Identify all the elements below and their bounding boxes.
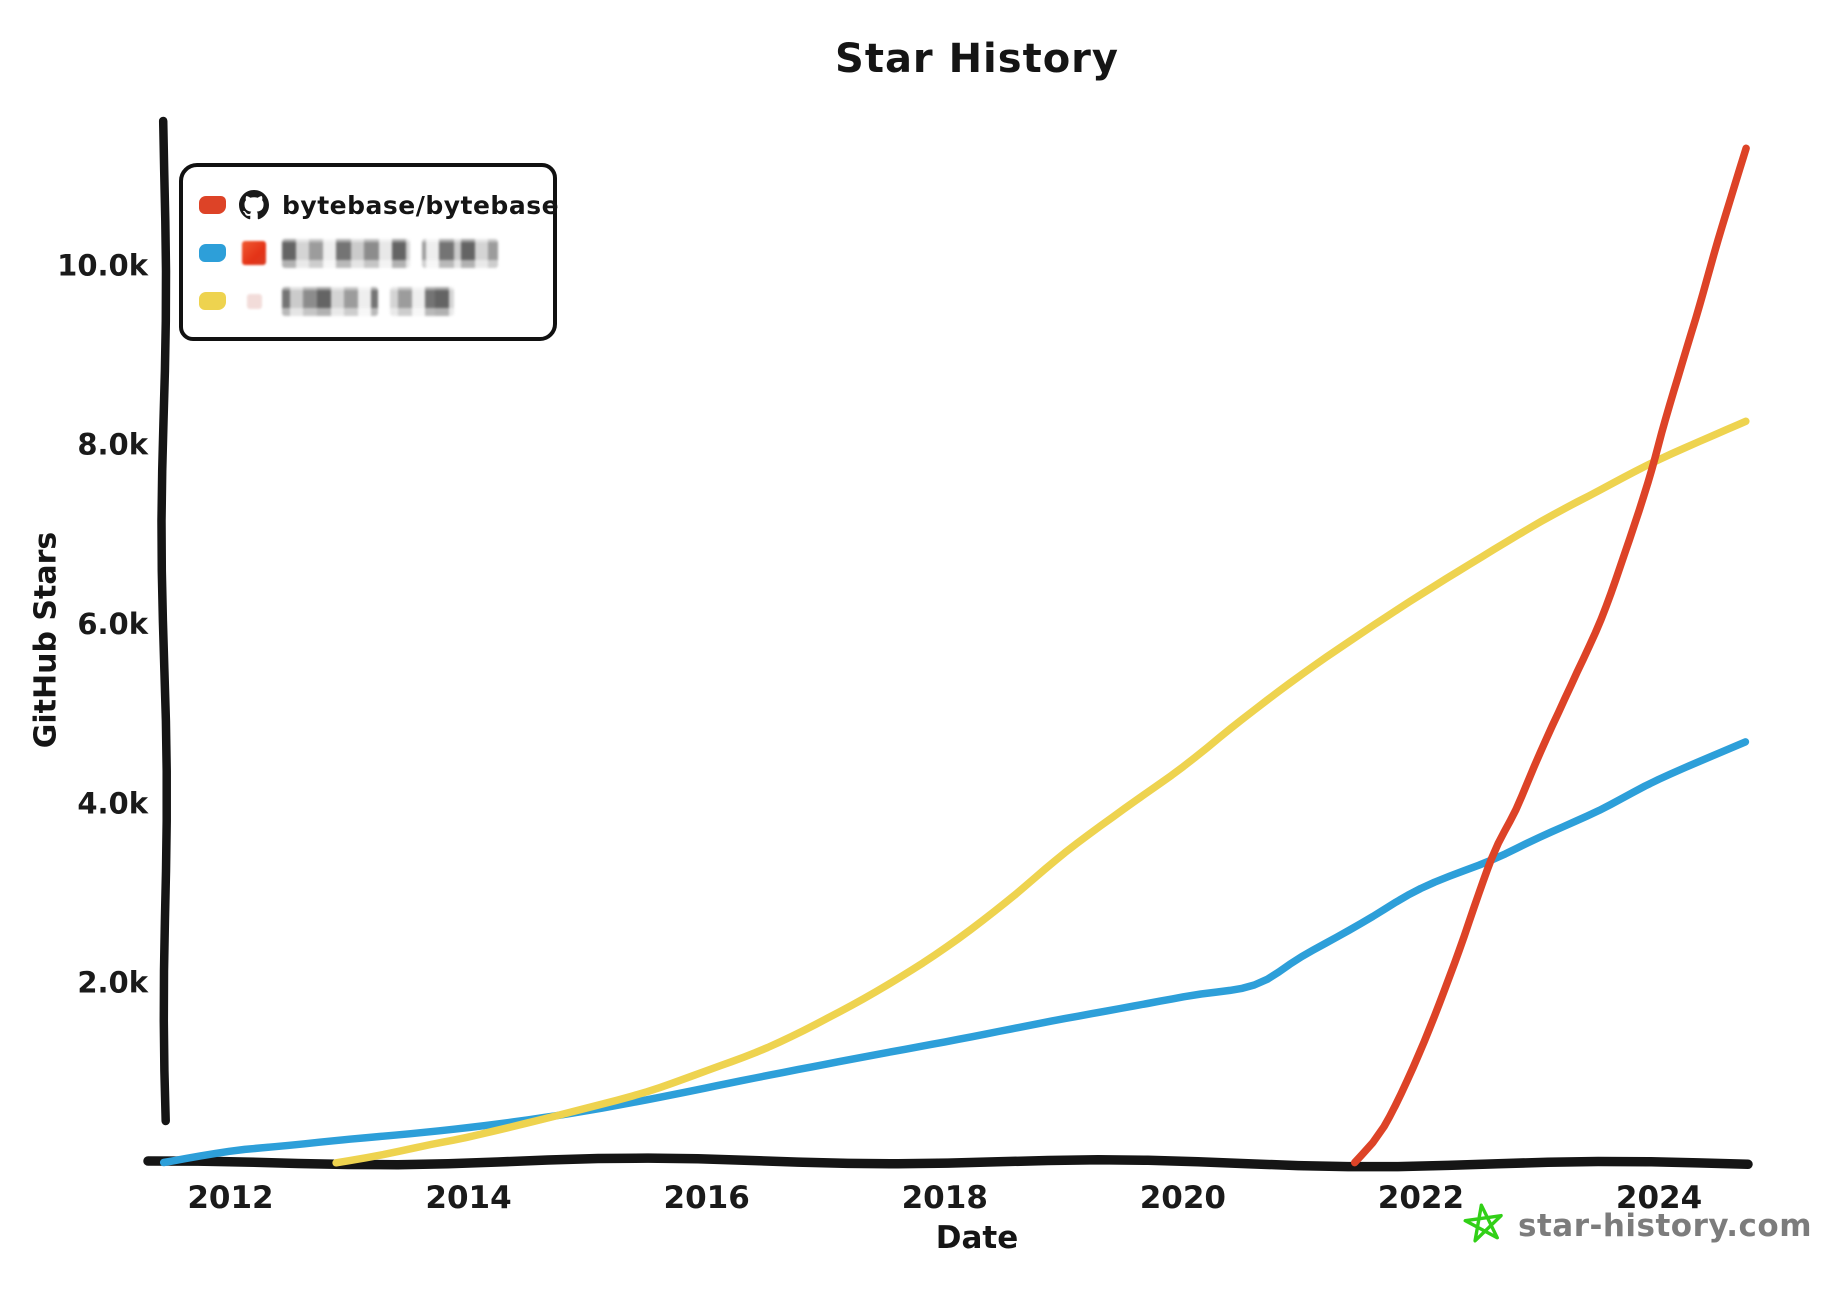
redacted-repo-label — [282, 238, 498, 268]
series-line-redacted — [332, 417, 1750, 1167]
blurred-avatar-icon — [239, 238, 269, 268]
y-axis-title: GitHub Stars — [28, 531, 64, 749]
x-tick-label: 2014 — [425, 1180, 511, 1216]
y-tick-label: 2.0k — [77, 966, 148, 1000]
legend-box: bytebase/bytebase — [179, 163, 559, 341]
chart-title: Star History — [835, 36, 1119, 82]
redacted-repo-label — [282, 286, 454, 316]
x-axis-line — [143, 1153, 1753, 1172]
y-tick-label: 8.0k — [77, 428, 148, 462]
x-tick-label: 2016 — [664, 1180, 750, 1216]
x-tick-label: 2020 — [1140, 1180, 1226, 1216]
blurred-avatar-icon — [239, 286, 269, 316]
series-swatch-red — [199, 196, 226, 214]
legend-item-bytebase[interactable]: bytebase/bytebase — [199, 181, 559, 229]
y-tick-label: 4.0k — [77, 786, 148, 820]
legend-item-redacted-1[interactable] — [199, 229, 535, 277]
series-line-bytebase-bytebase — [1350, 144, 1750, 1167]
x-tick-label: 2018 — [902, 1180, 988, 1216]
series-swatch-yellow — [199, 292, 226, 310]
star-logo-icon — [1462, 1202, 1506, 1250]
github-octocat-icon — [239, 190, 269, 220]
x-tick-label: 2024 — [1616, 1180, 1702, 1216]
y-axis-line — [157, 116, 171, 1126]
y-tick-label: 10.0k — [57, 248, 149, 282]
series-swatch-blue — [199, 244, 226, 262]
star-history-watermark[interactable]: star-history.com — [1462, 1202, 1812, 1250]
x-axis-title: Date — [935, 1220, 1019, 1256]
x-tick-label: 2012 — [187, 1180, 273, 1216]
series-line-redacted — [159, 738, 1750, 1167]
x-tick-label: 2022 — [1378, 1180, 1464, 1216]
legend-repo-label[interactable]: bytebase/bytebase — [282, 190, 560, 220]
y-tick-label: 6.0k — [77, 607, 148, 641]
legend-item-redacted-2[interactable] — [199, 277, 535, 325]
watermark-site-text[interactable]: star-history.com — [1518, 1208, 1813, 1244]
